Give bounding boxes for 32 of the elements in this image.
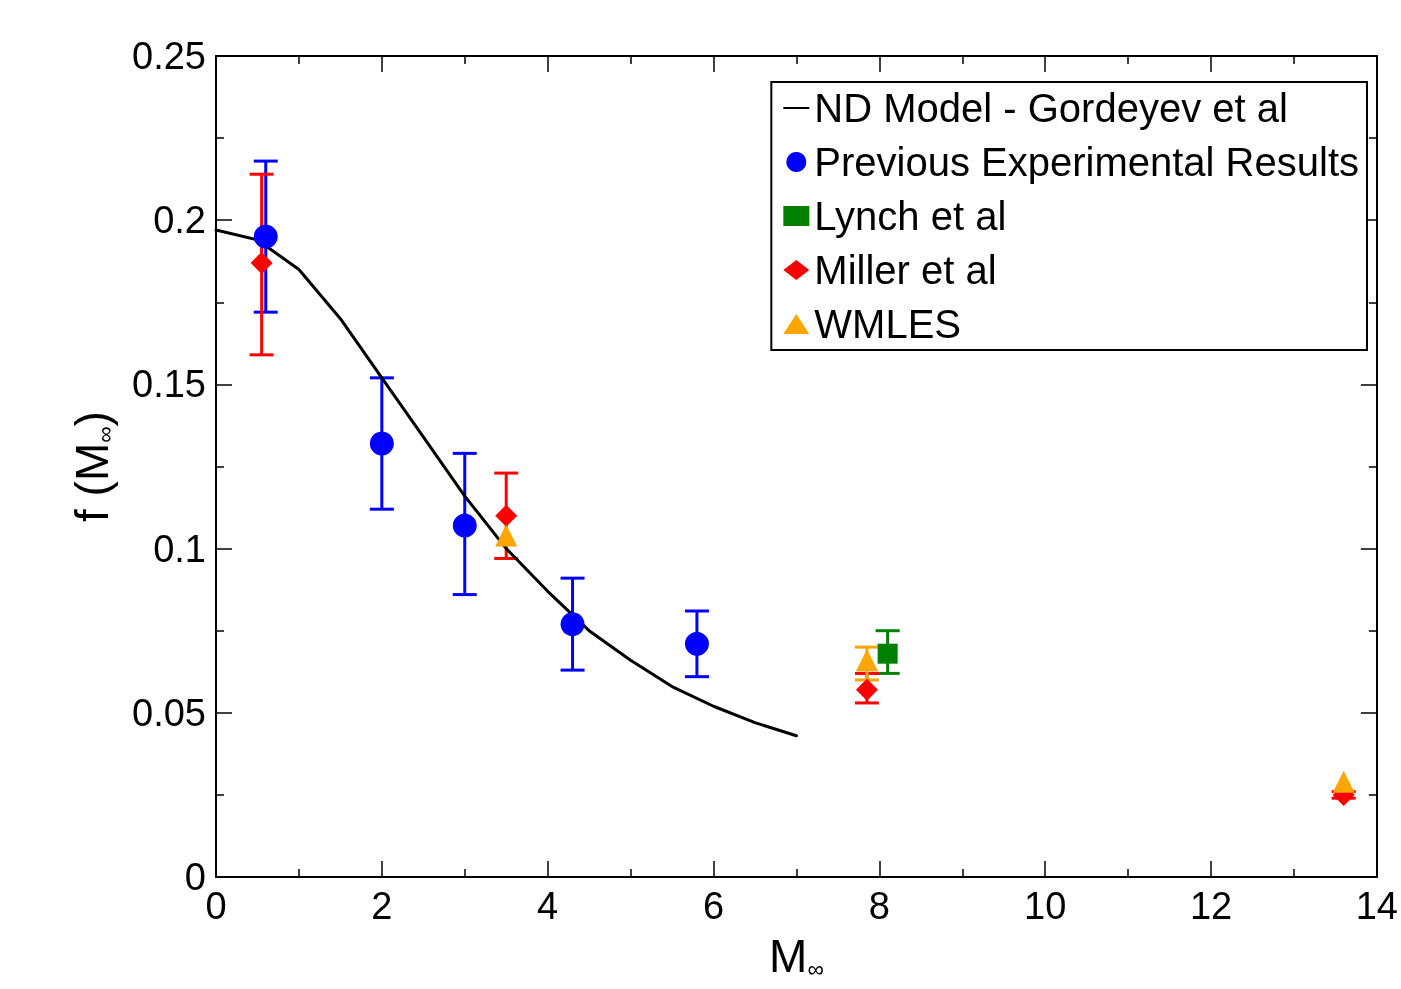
y-tick-label: 0.25 [132, 35, 206, 77]
x-tick-label: 10 [1024, 885, 1067, 927]
point [1332, 770, 1355, 793]
x-tick-label: 8 [868, 885, 890, 927]
x-tick-label: 4 [537, 885, 559, 927]
legend-label: WMLES [814, 302, 962, 346]
point [495, 504, 518, 527]
legend-label: Miller et al [814, 248, 997, 292]
x-axis-title: M∞ [769, 930, 824, 983]
x-tick-label: 6 [702, 885, 725, 927]
y-tick-label: 0.05 [132, 691, 206, 734]
x-tick-label: 14 [1355, 885, 1399, 927]
x-tick-label: 2 [371, 885, 393, 927]
y-tick-label: 0.1 [153, 527, 206, 570]
point [684, 631, 709, 656]
point [369, 431, 394, 456]
point [452, 513, 477, 538]
y-tick-label: 0 [184, 856, 206, 898]
x-tick-label: 12 [1189, 885, 1233, 927]
point [877, 643, 898, 664]
point [253, 224, 278, 249]
point [855, 649, 878, 672]
legend-label: Previous Experimental Results [814, 140, 1359, 184]
y-axis-title: f (M∞) [65, 411, 118, 522]
point [560, 612, 585, 637]
point [855, 678, 878, 701]
legend-label: Lynch et al [814, 194, 1007, 238]
point [495, 524, 518, 547]
point [250, 251, 273, 274]
y-tick-label: 0.2 [153, 199, 206, 242]
legend-label: ND Model - Gordeyev et al [814, 86, 1288, 130]
y-tick-label: 0.15 [132, 363, 206, 406]
